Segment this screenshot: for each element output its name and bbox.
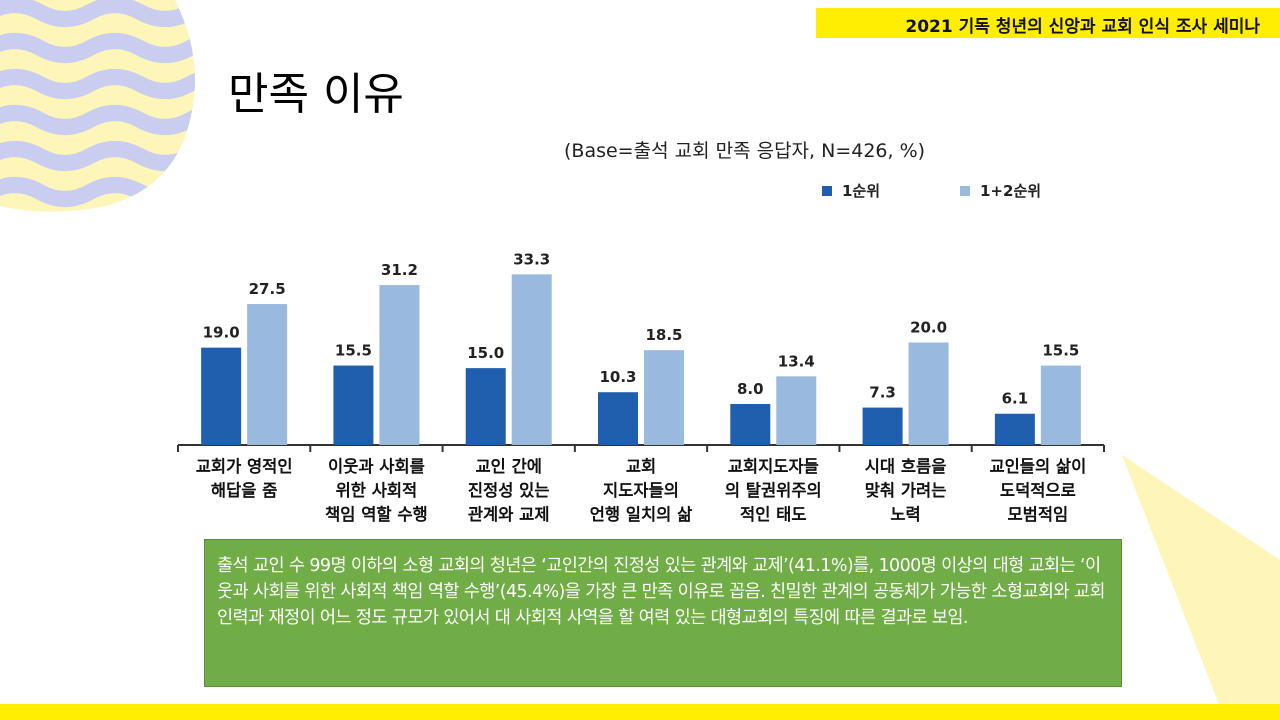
chart-base-note: (Base=출석 교회 만족 응답자, N=426, %)	[564, 140, 926, 162]
header-banner: 2021 기독 청년의 신앙과 교회 인식 조사 세미나	[816, 8, 1280, 38]
summary-text: 출석 교인 수 99명 이하의 소형 교회의 청년은 ‘교인간의 진정성 있는 …	[217, 556, 1105, 628]
category-label-6: 맞춰 가려는	[865, 481, 947, 500]
category-label-2: 위한 사회적	[336, 481, 418, 500]
category-label-3: 진정성 있는	[468, 481, 550, 500]
legend-label-series1: 1순위	[842, 182, 881, 200]
category-label-4: 교회	[626, 457, 656, 476]
bar-series2-3	[511, 274, 552, 445]
chart-legend: 1순위 1+2순위	[0, 180, 1280, 202]
bar-series2-5	[776, 376, 817, 445]
bar-series2-2	[379, 285, 420, 445]
category-label-4: 지도자들의	[603, 481, 679, 500]
bar-series1-2	[333, 365, 374, 445]
bar-series1-5	[730, 404, 771, 445]
category-label-2: 책임 역할 수행	[325, 504, 428, 524]
bar-series2-1	[247, 304, 288, 445]
bar-series2-4	[644, 350, 684, 445]
data-label-series2-2: 31.2	[381, 261, 418, 279]
data-label-series2-1: 27.5	[249, 280, 286, 298]
legend-label-series2: 1+2순위	[980, 182, 1042, 200]
data-label-series2-6: 20.0	[910, 319, 947, 337]
category-label-7: 모범적임	[1007, 504, 1068, 524]
banner-title: 2021 기독 청년의 신앙과 교회 인식 조사 세미나	[905, 17, 1260, 37]
category-label-3: 교인 간에	[475, 457, 541, 476]
category-label-6: 시대 흐름을	[865, 457, 947, 476]
data-label-series1-6: 7.3	[869, 384, 896, 402]
data-label-series2-7: 15.5	[1042, 342, 1079, 360]
wave-decoration	[0, 0, 195, 212]
data-label-series1-2: 15.5	[335, 342, 372, 360]
category-label-6: 노력	[890, 505, 920, 524]
data-label-series2-3: 33.3	[513, 250, 550, 268]
category-label-7: 교인들의 삶이	[989, 457, 1086, 476]
legend-swatch-series2	[960, 185, 970, 196]
data-label-series1-7: 6.1	[1002, 390, 1029, 408]
bar-series1-7	[994, 413, 1035, 445]
bar-series1-3	[465, 368, 506, 445]
legend-item-series1: 1순위	[822, 180, 880, 201]
legend-swatch-series1	[822, 185, 832, 196]
category-label-1: 교회가 영적인	[196, 457, 293, 476]
data-label-series1-3: 15.0	[467, 344, 504, 362]
page-title: 만족 이유	[228, 69, 404, 120]
legend-item-series2: 1+2순위	[960, 180, 1041, 201]
category-label-2: 이웃과 사회를	[328, 457, 425, 476]
category-label-7: 도덕적으로	[1000, 481, 1076, 500]
category-label-1: 해답을 줌	[211, 481, 277, 500]
bar-series2-6	[908, 342, 949, 445]
summary-box: 출석 교인 수 99명 이하의 소형 교회의 청년은 ‘교인간의 진정성 있는 …	[204, 539, 1122, 687]
data-label-series1-5: 8.0	[737, 380, 764, 398]
bar-series1-6	[862, 407, 903, 445]
data-label-series2-4: 18.5	[645, 326, 682, 344]
category-label-5: 교회지도자들	[728, 457, 819, 476]
data-label-series1-1: 19.0	[203, 324, 240, 342]
category-label-3: 관계와 교제	[468, 505, 550, 524]
data-label-series1-4: 10.3	[599, 368, 636, 386]
bottom-bar	[0, 704, 1280, 720]
bar-series2-7	[1040, 365, 1081, 445]
data-label-series2-5: 13.4	[778, 352, 815, 370]
bar-series1-4	[598, 392, 638, 445]
category-label-5: 의 탈권위주의	[725, 480, 822, 500]
category-label-4: 언행 일치의 삶	[590, 504, 693, 524]
bar-series1-1	[201, 347, 242, 445]
category-label-5: 적인 태도	[740, 505, 806, 524]
